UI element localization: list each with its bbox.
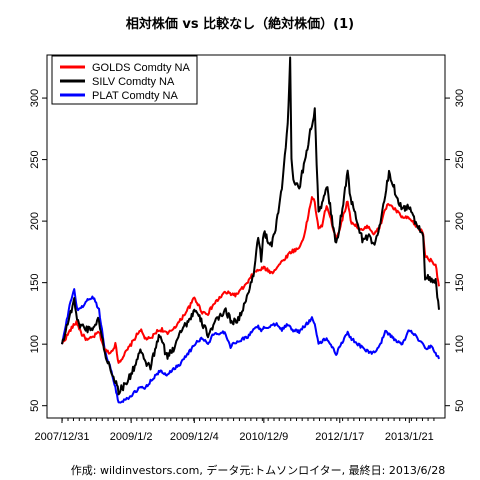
legend-label: PLAT Comdty NA: [92, 90, 178, 102]
series-line-golds: [61, 196, 440, 364]
series-line-silv: [61, 56, 440, 396]
x-tick-label: 2009/12/4: [170, 431, 219, 443]
x-tick-label: 2013/1/21: [385, 431, 434, 443]
y-tick-label-left: 300: [29, 89, 41, 107]
y-tick-label-left: 150: [29, 273, 41, 291]
y-tick-label-left: 200: [29, 212, 41, 230]
series-layer: [61, 56, 440, 404]
chart-caption: 作成: wildinvestors.com, データ元:トムソンロイター, 最終…: [71, 463, 445, 477]
y-tick-label-right: 50: [454, 400, 466, 412]
legend-label: SILV Comdty NA: [92, 76, 175, 88]
chart-title: 相対株価 vs 比較なし（絶対株価）(1): [126, 16, 354, 32]
y-axis-left: 50 100 150 200 250 300: [29, 89, 47, 412]
x-tick-label: 2009/1/2: [110, 431, 153, 443]
y-tick-label-right: 100: [454, 335, 466, 353]
y-axis-right: 50 100 150 200 250 300: [445, 89, 466, 412]
x-axis: 2007/12/31 2009/1/2 2009/12/4 2010/12/9 2012…: [34, 418, 435, 443]
y-tick-label-left: 100: [29, 335, 41, 353]
y-tick-label-right: 300: [454, 89, 466, 107]
series-line-plat: [61, 288, 440, 404]
plot-frame: [46, 54, 446, 419]
legend-label: GOLDS Comdty NA: [92, 62, 190, 74]
y-tick-label-left: 50: [29, 400, 41, 412]
y-tick-label-right: 200: [454, 212, 466, 230]
x-tick-label: 2012/1/17: [315, 431, 364, 443]
y-tick-label-right: 150: [454, 273, 466, 291]
y-tick-label-right: 250: [454, 150, 466, 168]
y-tick-label-left: 250: [29, 150, 41, 168]
x-tick-label: 2007/12/31: [34, 431, 89, 443]
legend: GOLDS Comdty NA SILV Comdty NA PLAT Comdty…: [51, 55, 198, 105]
x-tick-label: 2010/12/9: [239, 431, 288, 443]
